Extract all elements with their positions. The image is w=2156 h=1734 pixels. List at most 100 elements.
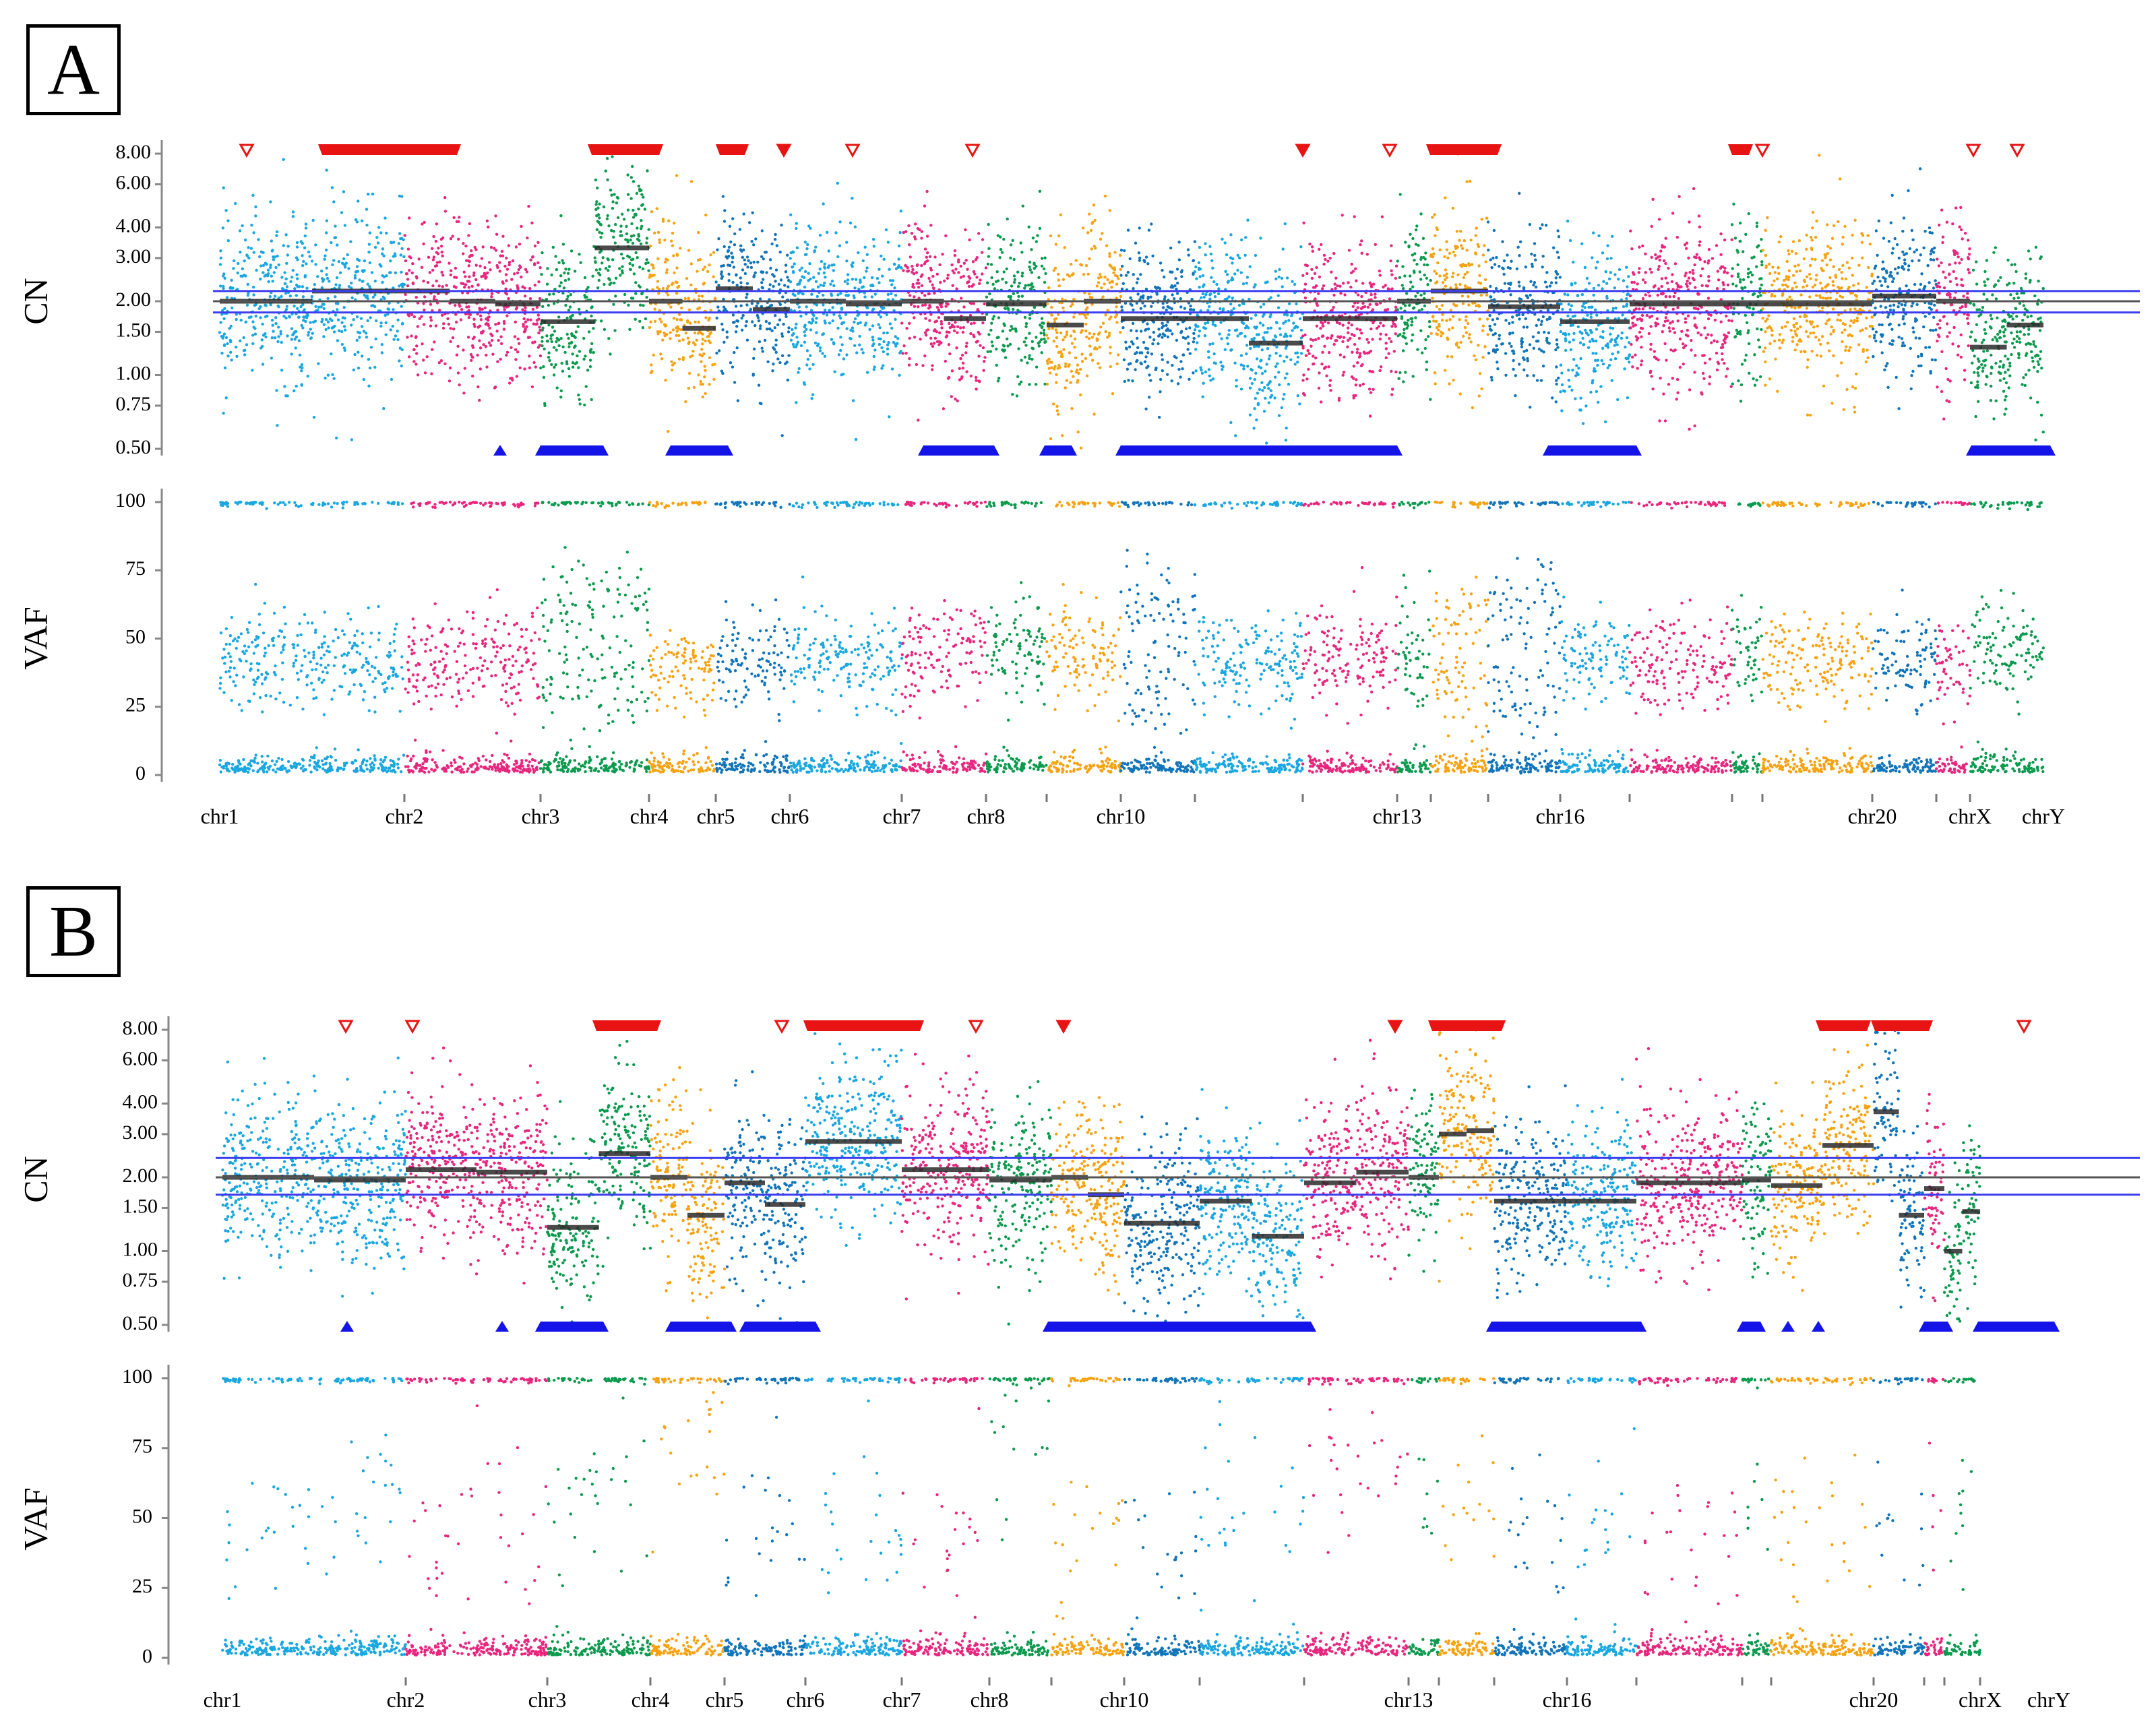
- vaf-point: [722, 761, 726, 764]
- vaf-point: [683, 766, 687, 769]
- cn-point: [660, 357, 664, 361]
- vaf-point: [578, 673, 582, 677]
- vaf-point: [607, 501, 611, 504]
- cn-tick-label: 0.50: [116, 436, 152, 458]
- vaf-point: [793, 670, 797, 673]
- cn-point: [566, 272, 570, 275]
- vaf-point: [923, 651, 927, 654]
- vaf-point: [429, 662, 433, 667]
- cn-point: [411, 262, 414, 266]
- vaf-point: [923, 762, 926, 765]
- vaf-point: [370, 664, 374, 668]
- chromosome-points: [218, 158, 406, 774]
- vaf-point: [471, 611, 475, 615]
- cn-point: [533, 340, 536, 344]
- vaf-point: [396, 766, 400, 770]
- cn-point: [302, 315, 305, 319]
- cn-point: [432, 235, 435, 239]
- cn-point: [683, 297, 687, 301]
- cn-point: [845, 327, 849, 330]
- cn-point: [641, 203, 644, 206]
- cn-point: [349, 240, 352, 243]
- vaf-point: [900, 656, 904, 660]
- cn-point: [454, 286, 458, 289]
- cn-point: [584, 385, 588, 388]
- cn-point: [341, 261, 344, 265]
- cn-point: [429, 315, 433, 319]
- cn-point: [219, 284, 222, 288]
- cn-point: [659, 352, 663, 356]
- cn-point: [446, 317, 450, 321]
- vaf-point: [682, 749, 685, 753]
- vaf-point: [342, 652, 346, 656]
- cn-point: [931, 344, 935, 348]
- cn-point: [670, 239, 673, 243]
- cn-point: [837, 353, 841, 357]
- vaf-point: [735, 637, 739, 641]
- cn-point: [514, 307, 518, 311]
- cn-point: [638, 285, 642, 289]
- vaf-point: [892, 607, 896, 610]
- vaf-point: [222, 648, 226, 651]
- cn-point: [791, 328, 794, 332]
- vaf-point: [499, 762, 503, 766]
- vaf-point: [864, 650, 868, 654]
- vaf-point: [420, 638, 423, 642]
- cn-point: [978, 282, 981, 285]
- vaf-point: [876, 751, 880, 754]
- vaf-point: [718, 679, 721, 682]
- cn-point: [921, 364, 925, 367]
- cn-point: [735, 325, 739, 328]
- cn-point: [745, 319, 749, 323]
- cn-point: [295, 384, 298, 388]
- cn-point: [259, 305, 262, 309]
- vaf-point: [875, 702, 879, 706]
- vaf-point: [813, 766, 817, 769]
- cn-point: [822, 303, 825, 307]
- vaf-point: [310, 681, 313, 685]
- vaf-point: [725, 751, 729, 754]
- vaf-point: [550, 503, 554, 506]
- cn-point: [480, 257, 484, 260]
- vaf-point: [883, 756, 886, 760]
- vaf-point: [441, 749, 445, 752]
- vaf-point: [710, 764, 714, 767]
- vaf-point: [611, 720, 615, 723]
- vaf-point: [638, 594, 641, 598]
- cn-point: [878, 326, 882, 330]
- cn-point: [541, 251, 544, 255]
- cn-point: [712, 275, 715, 278]
- cn-point: [974, 258, 978, 261]
- vaf-point: [420, 766, 423, 770]
- cn-point: [429, 303, 433, 306]
- vaf-point: [383, 758, 386, 762]
- cn-point: [924, 317, 927, 320]
- cn-point: [295, 256, 299, 259]
- cn-point: [894, 317, 897, 321]
- vaf-point: [910, 653, 913, 657]
- cn-point: [270, 336, 274, 340]
- cn-point: [499, 357, 502, 361]
- vaf-point: [716, 665, 719, 669]
- cn-point: [545, 334, 549, 338]
- cn-point: [704, 339, 707, 343]
- vaf-point: [845, 501, 849, 504]
- cn-point: [769, 266, 772, 270]
- vaf-tick-label: 0: [135, 762, 146, 784]
- vaf-point: [353, 633, 357, 638]
- cn-point: [222, 332, 226, 336]
- cn-point: [729, 240, 733, 244]
- cn-point: [942, 407, 946, 410]
- vaf-point: [853, 503, 857, 506]
- cn-point: [284, 307, 288, 311]
- cn-point: [831, 306, 834, 309]
- cn-point: [824, 276, 827, 279]
- vaf-point: [272, 671, 276, 674]
- cn-point: [828, 321, 832, 325]
- vaf-point: [797, 636, 800, 640]
- cn-point: [590, 398, 593, 402]
- vaf-point: [541, 685, 545, 689]
- vaf-point: [966, 762, 969, 765]
- cn-point: [720, 276, 724, 280]
- vaf-point: [388, 766, 392, 770]
